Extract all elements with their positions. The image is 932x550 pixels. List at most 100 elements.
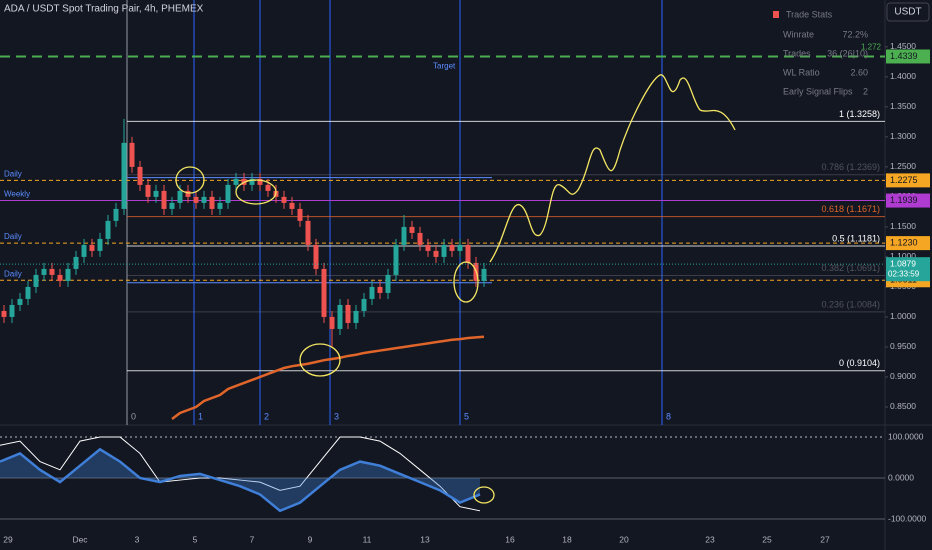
currency-label[interactable]: USDT [894,7,921,18]
candle-body [321,268,327,317]
cycle-label: 3 [334,411,339,421]
fib-label: 1 (1.3258) [839,109,880,119]
candle-body [345,304,351,323]
side-label: Daily [4,232,22,241]
candle-body [401,226,407,245]
candle-body [17,298,23,305]
candle-body [201,196,207,203]
stats-title: Trade Stats [786,9,833,19]
x-tick-label: 7 [250,534,255,544]
main-pane: 0 1 2 3 5 8 1 (1.3258) 0.786 (1.2369) 0.618 (1.1… [0,0,885,425]
osc-area [0,449,480,511]
candle-body [81,244,87,257]
candle-body [233,178,239,185]
candle-body [441,244,447,257]
cycle-label: 2 [264,411,269,421]
candle-body [337,304,343,329]
candle-body [161,190,167,209]
fib-label: 0.618 (1.1671) [821,204,880,214]
price-badge [886,173,930,188]
candle-body [369,286,375,299]
x-tick-label: 29 [3,534,13,544]
osc-tick-label: 100.0000 [888,431,924,441]
y-tick-label: 1.1500 [890,221,916,231]
price-badge [886,236,930,251]
extension-label: 1.272 [861,43,882,52]
cycle-label: 8 [666,411,671,421]
candle-body [353,310,359,323]
stat-value: 2 [863,86,868,96]
candle-body [1,310,7,317]
cycle-label: 1 [198,411,203,421]
side-label: Weekly [4,190,30,199]
candle-body [113,208,119,221]
price-badge [886,193,930,208]
candle-body [281,196,287,203]
x-tick-label: 11 [363,534,372,544]
candle-body [185,190,191,197]
candle-body [297,208,303,221]
candle-body [89,244,95,251]
x-tick-label: 9 [308,534,313,544]
candle-body [177,190,183,203]
axes: 1.45001.40001.35001.30001.25001.20001.15… [3,41,930,544]
candle-body [73,256,79,269]
candle-body [361,298,367,311]
fib-label: 0.786 (1.2369) [821,162,880,172]
candle-body [329,316,335,329]
candle-body [25,286,31,299]
fib-label: 0.236 (1.0084) [821,299,880,309]
candle-body [49,268,55,275]
candle-body [129,142,135,167]
candle-body [289,202,295,209]
cycle-label: 0 [131,411,136,421]
currency-button[interactable] [886,2,930,22]
candle-body [257,178,263,185]
x-tick-label: 20 [619,534,629,544]
cycle-label: 5 [464,411,469,421]
candle-body [121,142,127,209]
candle-body [137,166,143,185]
candle-body [393,244,399,275]
candle-body [97,238,103,251]
y-tick-label: 1.0000 [890,311,916,321]
candle-body [33,274,39,287]
candle-body [433,250,439,257]
candle-body [265,184,271,191]
price-badge-label: 1.1230 [890,237,918,247]
candle-body [65,268,71,281]
trade-stats: Trade Stats [773,9,833,19]
countdown-label: 02:33:59 [888,269,920,278]
y-tick-label: 1.4500 [890,41,916,51]
oscillator-pane [0,436,885,520]
candle-body [209,196,215,209]
x-tick-label: 3 [135,534,140,544]
y-tick-label: 1.4000 [890,71,916,81]
candle-body [249,178,255,185]
x-tick-label: 5 [193,534,198,544]
stat-name: WL Ratio [783,67,820,77]
candle-body [313,244,319,269]
hand-drawing [175,74,736,504]
candle-body [105,220,111,239]
side-label: Daily [4,269,22,278]
candle-body [153,190,159,197]
stat-value: 72.2% [842,29,868,39]
x-tick-label: 27 [820,534,830,544]
stats-icon [773,11,779,18]
price-badge-label: 1.4339 [890,51,918,61]
price-badge-label: 1.1939 [890,195,918,205]
stat-name: Early Signal Flips [783,86,853,96]
last-price-badge [886,257,930,282]
last-price-label: 1.0879 [890,258,916,268]
y-tick-label: 0.8500 [890,401,916,411]
y-tick-label: 1.3500 [890,101,916,111]
candle-body [225,184,231,203]
y-tick-label: 1.3000 [890,131,916,141]
x-tick-label: Dec [72,534,88,544]
y-tick-label: 1.1000 [890,251,916,261]
candle-body [457,244,463,251]
fib-label: 0.5 (1.1181) [832,233,880,243]
